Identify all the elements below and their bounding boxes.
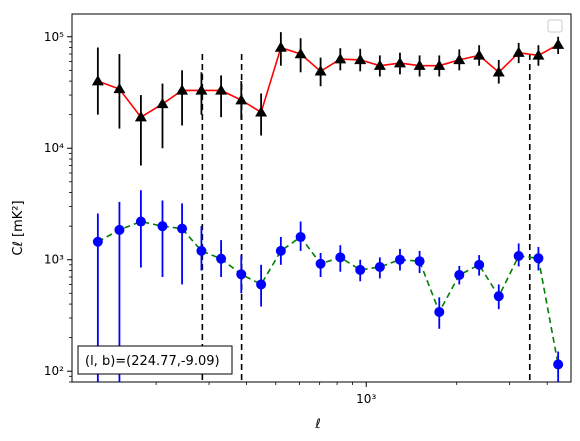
data-point (473, 49, 486, 60)
data-point (335, 252, 346, 263)
data-point (414, 256, 425, 267)
data-point (177, 223, 188, 234)
data-point (255, 106, 268, 117)
y-tick-label: 10⁴ (44, 141, 64, 155)
data-point (114, 224, 125, 235)
data-point (274, 41, 287, 52)
data-point (434, 306, 445, 317)
data-point (393, 57, 406, 68)
y-axis-label: Cℓ [mK²] (11, 200, 26, 255)
y-tick-label: 10⁵ (44, 30, 64, 44)
data-point (314, 65, 327, 76)
data-point (92, 236, 103, 247)
data-point (315, 258, 326, 269)
data-point (215, 84, 228, 95)
data-point (195, 84, 208, 95)
data-point (553, 359, 564, 370)
data-point (354, 53, 367, 65)
x-tick-label: 10³ (356, 392, 376, 406)
data-point (334, 53, 347, 64)
series-line-2 (97, 220, 559, 365)
x-axis-label: ℓ (314, 417, 320, 432)
data-point (135, 216, 146, 227)
data-point (295, 231, 306, 242)
y-tick-label: 10² (44, 364, 64, 378)
data-point (433, 59, 446, 70)
data-point (394, 254, 405, 265)
data-point (453, 53, 466, 65)
data-point (474, 259, 485, 270)
data-point (113, 82, 126, 94)
data-point (275, 245, 286, 256)
annotation-text: (l, b)=(224.77,-9.09) (85, 354, 220, 369)
data-point (156, 97, 169, 109)
data-point (91, 75, 104, 86)
data-point (533, 253, 544, 264)
data-point (216, 253, 227, 264)
data-point (256, 279, 267, 290)
data-point (355, 264, 366, 275)
data-point (552, 38, 565, 49)
data-point (176, 84, 189, 95)
data-point (413, 59, 426, 70)
data-point (492, 66, 505, 77)
data-point (512, 46, 525, 57)
data-point (236, 269, 247, 280)
data-point (235, 94, 248, 105)
data-point (134, 111, 147, 122)
legend-box (547, 19, 563, 33)
y-tick-label: 10³ (44, 253, 64, 267)
data-point (532, 49, 545, 60)
data-point (513, 250, 524, 261)
data-point (373, 59, 386, 70)
data-point (157, 221, 168, 232)
data-point (493, 291, 504, 302)
data-point (454, 269, 465, 280)
plot-frame (71, 13, 572, 383)
data-point (374, 262, 385, 273)
data-point (196, 245, 207, 256)
annotation-box: (l, b)=(224.77,-9.09) (77, 345, 233, 375)
data-point (294, 48, 307, 59)
